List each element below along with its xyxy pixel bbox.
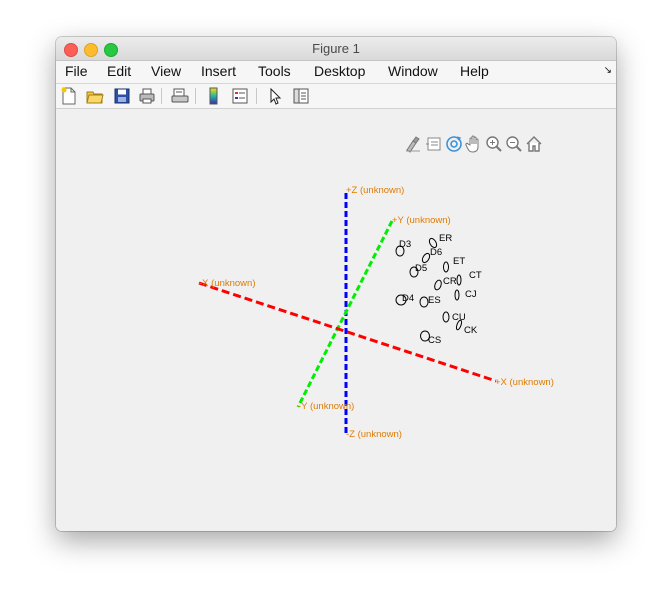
- menu-help[interactable]: Help: [460, 63, 489, 79]
- toolbar-separator: [256, 88, 257, 104]
- figure-window: Figure 1 File Edit View Insert Tools Des…: [56, 37, 616, 531]
- new-figure-icon[interactable]: [60, 87, 78, 105]
- show-plot-tools-icon[interactable]: [292, 87, 310, 105]
- zoom-in-icon[interactable]: [485, 135, 503, 153]
- marker-et: [443, 261, 449, 273]
- marker-label-cj: CJ: [465, 289, 477, 300]
- plus-x-axis-label: +X (unknown): [495, 377, 554, 388]
- marker-d6: [421, 252, 431, 264]
- insert-colorbar-icon[interactable]: [205, 87, 223, 105]
- marker-label-cs: CS: [428, 335, 441, 346]
- menu-view[interactable]: View: [151, 63, 182, 79]
- menu-file[interactable]: File: [65, 63, 88, 79]
- marker-d4: [395, 294, 407, 306]
- marker-d5: [409, 266, 419, 278]
- menu-insert[interactable]: Insert: [201, 63, 237, 79]
- marker-label-es: ES: [428, 295, 441, 306]
- pan-icon[interactable]: [465, 135, 483, 153]
- marker-label-ct: CT: [469, 270, 482, 281]
- marker-label-et: ET: [453, 256, 465, 267]
- marker-label-d6: D6: [430, 247, 442, 258]
- minimize-window-button[interactable]: [84, 43, 98, 57]
- rotate-3d-icon[interactable]: [445, 135, 463, 153]
- marker-label-cu: CU: [452, 312, 466, 323]
- maximize-window-button[interactable]: [104, 43, 118, 57]
- marker-cr: [434, 279, 442, 291]
- insert-legend-icon[interactable]: [231, 87, 249, 105]
- marker-er: [428, 237, 438, 249]
- title-bar[interactable]: Figure 1: [56, 37, 616, 61]
- edit-plot-cursor-icon[interactable]: [266, 87, 284, 105]
- zoom-out-icon[interactable]: [505, 135, 523, 153]
- marker-label-cr: CR: [443, 276, 457, 287]
- menu-tools[interactable]: Tools: [258, 63, 291, 79]
- plus-z-axis-label: +Z (unknown): [346, 185, 404, 196]
- toolbar-separator: [195, 88, 196, 104]
- minus-z-axis-label: -Z (unknown): [346, 429, 402, 440]
- marker-d3: [395, 245, 405, 257]
- minus-x-axis-label: -X (unknown): [199, 278, 256, 289]
- marker-cu: [442, 311, 450, 323]
- save-icon[interactable]: [113, 87, 131, 105]
- brush-icon[interactable]: [404, 135, 422, 153]
- 3d-axes-plot[interactable]: +Z (unknown) +Y (unknown) -X (unknown) +…: [56, 109, 616, 531]
- print-preview-icon[interactable]: [171, 87, 189, 105]
- marker-label-er: ER: [439, 233, 452, 244]
- marker-cj: [454, 289, 460, 301]
- print-icon[interactable]: [138, 87, 156, 105]
- menu-window[interactable]: Window: [388, 63, 438, 79]
- marker-label-d5: D5: [415, 263, 427, 274]
- window-title: Figure 1: [312, 41, 360, 56]
- dock-arrow-icon[interactable]: ↘: [603, 65, 612, 76]
- toolbar-separator: [161, 88, 162, 104]
- menu-edit[interactable]: Edit: [107, 63, 132, 79]
- open-file-icon[interactable]: [86, 87, 104, 105]
- figure-toolbar: [56, 84, 616, 109]
- marker-ck: [455, 319, 463, 331]
- menu-bar: File Edit View Insert Tools Desktop Wind…: [56, 61, 616, 84]
- restore-view-home-icon[interactable]: [525, 135, 543, 153]
- marker-label-d3: D3: [399, 239, 411, 250]
- marker-label-d4: D4: [402, 293, 414, 304]
- y-axis-line: [296, 220, 394, 408]
- menu-desktop[interactable]: Desktop: [314, 63, 366, 79]
- close-window-button[interactable]: [64, 43, 78, 57]
- marker-ct: [456, 274, 462, 286]
- data-tips-icon[interactable]: [425, 135, 443, 153]
- marker-es: [419, 296, 429, 308]
- plus-y-axis-label: +Y (unknown): [392, 215, 451, 226]
- marker-label-ck: CK: [464, 325, 478, 336]
- figure-canvas[interactable]: +Z (unknown) +Y (unknown) -X (unknown) +…: [56, 109, 616, 531]
- minus-y-axis-label: -Y (unknown): [298, 401, 354, 412]
- x-axis-line: [198, 281, 497, 383]
- marker-cs: [420, 330, 430, 342]
